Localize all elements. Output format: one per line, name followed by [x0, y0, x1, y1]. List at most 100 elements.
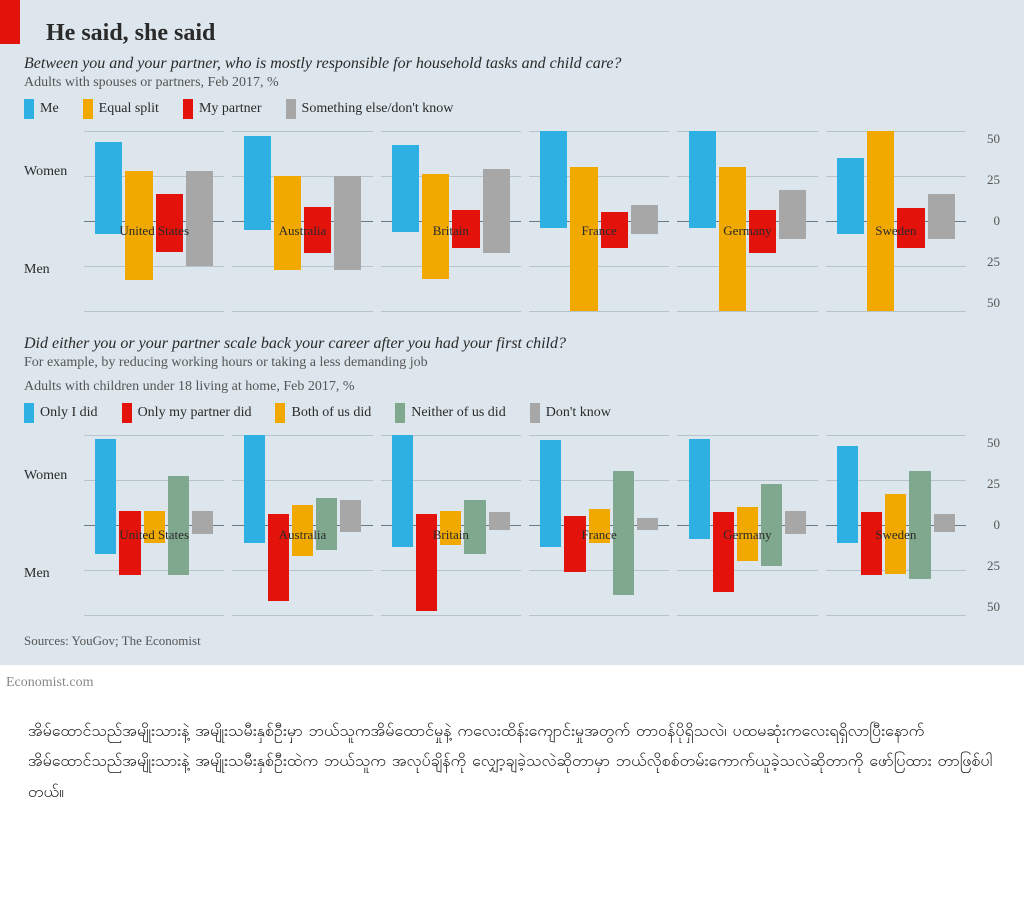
bar [570, 167, 597, 221]
diverging-bars: Britain [381, 131, 521, 311]
section1-countries: United StatesAustraliaBritainFranceGerma… [84, 131, 966, 311]
bar [785, 511, 806, 525]
bar [785, 525, 806, 534]
bar [779, 221, 806, 239]
legend-swatch [275, 403, 285, 423]
bar [144, 511, 165, 525]
legend-label: Me [40, 101, 59, 117]
bar [168, 476, 189, 525]
gridline [232, 615, 372, 616]
bars-women [540, 131, 658, 221]
bars-women [837, 435, 955, 525]
legend-item: Equal split [83, 99, 159, 119]
bar [934, 514, 955, 525]
bar [192, 525, 213, 534]
bar [340, 500, 361, 525]
axis-tick: 25 [966, 558, 1000, 574]
bar [244, 525, 265, 543]
bar [274, 221, 301, 270]
legend-label: Neither of us did [411, 405, 505, 421]
legend-item: Both of us did [275, 403, 371, 423]
bars-women [689, 435, 807, 525]
bars-men [392, 221, 510, 311]
sources: Sources: YouGov; The Economist [24, 633, 1000, 649]
bar [416, 525, 437, 611]
bars-men [689, 221, 807, 311]
gridline [677, 311, 817, 312]
bars-men [540, 221, 658, 311]
bars-women [244, 131, 362, 221]
bar [837, 446, 858, 525]
country-chart: France [529, 435, 669, 615]
gridline [84, 615, 224, 616]
bar [334, 176, 361, 221]
section1-legend: MeEqual splitMy partnerSomething else/do… [24, 99, 1000, 119]
bar [540, 221, 567, 228]
bar [637, 518, 658, 525]
legend-swatch [24, 99, 34, 119]
axis-tick: 50 [966, 295, 1000, 311]
gridline [232, 311, 372, 312]
bar [749, 210, 776, 221]
bars-men [837, 525, 955, 615]
chart-title: He said, she said [46, 20, 1000, 47]
bars-women [689, 131, 807, 221]
bars-women [837, 131, 955, 221]
bars-women [392, 131, 510, 221]
legend-swatch [183, 99, 193, 119]
bar [719, 167, 746, 221]
legend-swatch [395, 403, 405, 423]
bar [244, 136, 271, 221]
row-label-men-2: Men [24, 525, 84, 615]
section1-subtitle: Between you and your partner, who is mos… [24, 55, 1000, 73]
bars-men [244, 221, 362, 311]
country-chart: Sweden [826, 435, 966, 615]
gridline [381, 311, 521, 312]
legend-swatch [530, 403, 540, 423]
bars-men [95, 221, 213, 311]
bar [540, 440, 561, 525]
bar [861, 512, 882, 525]
gridline [529, 311, 669, 312]
bar [613, 471, 634, 525]
section2-grid: Women Men United StatesAustraliaBritainF… [24, 435, 1000, 615]
bars-women [540, 435, 658, 525]
legend-swatch [83, 99, 93, 119]
legend-item: Neither of us did [395, 403, 505, 423]
country-chart: Britain [381, 131, 521, 311]
bar [909, 471, 930, 525]
section2-legend: Only I didOnly my partner didBoth of us … [24, 403, 1000, 423]
diverging-bars: United States [84, 131, 224, 311]
section2-desc2: Adults with children under 18 living at … [24, 379, 1000, 395]
bar [909, 525, 930, 579]
bar [452, 221, 479, 248]
bar [837, 221, 864, 234]
bar [631, 205, 658, 221]
bars-men [837, 221, 955, 311]
bar [125, 171, 152, 221]
bar [689, 525, 710, 539]
bar [613, 525, 634, 595]
bar [540, 131, 567, 221]
bar [867, 221, 894, 311]
legend-item: Don't know [530, 403, 611, 423]
bar [95, 525, 116, 554]
bars-men [540, 525, 658, 615]
bars-men [392, 525, 510, 615]
bar [95, 439, 116, 525]
bar [713, 512, 734, 525]
bar [601, 221, 628, 248]
bar [392, 525, 413, 547]
bar [885, 525, 906, 574]
bar [749, 221, 776, 253]
country-chart: Australia [232, 435, 372, 615]
country-chart: France [529, 131, 669, 311]
bar [489, 525, 510, 530]
bar [885, 494, 906, 525]
bar [464, 525, 485, 554]
bar [589, 525, 610, 543]
row-label-women-2: Women [24, 435, 84, 525]
bar [464, 500, 485, 525]
legend-label: Only I did [40, 405, 98, 421]
legend-item: My partner [183, 99, 262, 119]
